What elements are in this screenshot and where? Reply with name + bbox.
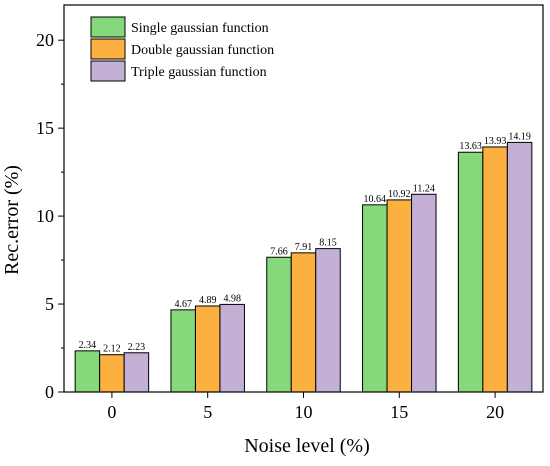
- bar: [219, 303, 245, 393]
- axes-layer: 0 5 10 15 20 0 5 10 15 20: [36, 4, 544, 422]
- data-label: 4.67: [174, 299, 192, 310]
- data-label: 2.12: [103, 344, 121, 355]
- data-label: 7.66: [270, 246, 288, 257]
- y-tick-label: 20: [36, 30, 54, 50]
- bar: [99, 354, 125, 393]
- plot-frame: [63, 4, 544, 393]
- y-tick-label: 10: [36, 206, 54, 226]
- legend-label: Double gaussian function: [131, 43, 274, 58]
- bar: [170, 309, 196, 393]
- legend-swatch: [90, 38, 126, 60]
- data-label: 14.19: [508, 131, 531, 142]
- x-axis-title: Noise level (%): [244, 435, 370, 457]
- data-label: 8.15: [319, 238, 337, 249]
- data-label: 4.98: [223, 293, 241, 304]
- x-tick-label: 5: [203, 402, 212, 422]
- data-label: 10.64: [364, 194, 387, 205]
- y-tick-label: 0: [45, 382, 54, 402]
- x-tick-label: 10: [295, 402, 313, 422]
- bar: [482, 146, 508, 393]
- legend-swatch: [90, 16, 126, 38]
- data-label: 11.24: [413, 183, 435, 194]
- x-tick-label: 15: [390, 402, 408, 422]
- data-label: 2.34: [79, 340, 97, 351]
- legend: Single gaussian function Double gaussian …: [90, 16, 274, 82]
- bar: [123, 352, 150, 393]
- data-label: 13.63: [459, 141, 482, 152]
- y-axis-title: Rec.error (%): [1, 165, 23, 275]
- data-label: 7.91: [295, 242, 313, 253]
- bar: [457, 151, 484, 393]
- x-tick-label: 20: [486, 402, 504, 422]
- bar: [506, 141, 533, 393]
- data-labels-layer: 2.34 2.12 2.23 4.67 4.89 4.98 7.66 7.91 8.15 10.6…: [79, 131, 531, 354]
- legend-swatch: [90, 60, 126, 82]
- bar: [315, 248, 341, 393]
- legend-label: Single gaussian function: [131, 21, 269, 36]
- data-label: 13.93: [484, 136, 507, 147]
- data-label: 4.89: [199, 295, 217, 306]
- bar: [74, 350, 101, 393]
- y-tick-label: 15: [36, 118, 54, 138]
- legend-label: Triple gaussian function: [131, 65, 267, 80]
- bar: [386, 199, 413, 393]
- bar: [290, 252, 317, 393]
- bar: [194, 305, 221, 393]
- x-tick-label: 0: [107, 402, 116, 422]
- bar: [266, 256, 292, 393]
- data-label: 10.92: [388, 189, 411, 200]
- bar: [411, 193, 437, 393]
- y-tick-label: 5: [45, 294, 54, 314]
- data-label: 2.23: [128, 342, 146, 353]
- bars-layer: [74, 141, 533, 393]
- bar: [362, 204, 388, 393]
